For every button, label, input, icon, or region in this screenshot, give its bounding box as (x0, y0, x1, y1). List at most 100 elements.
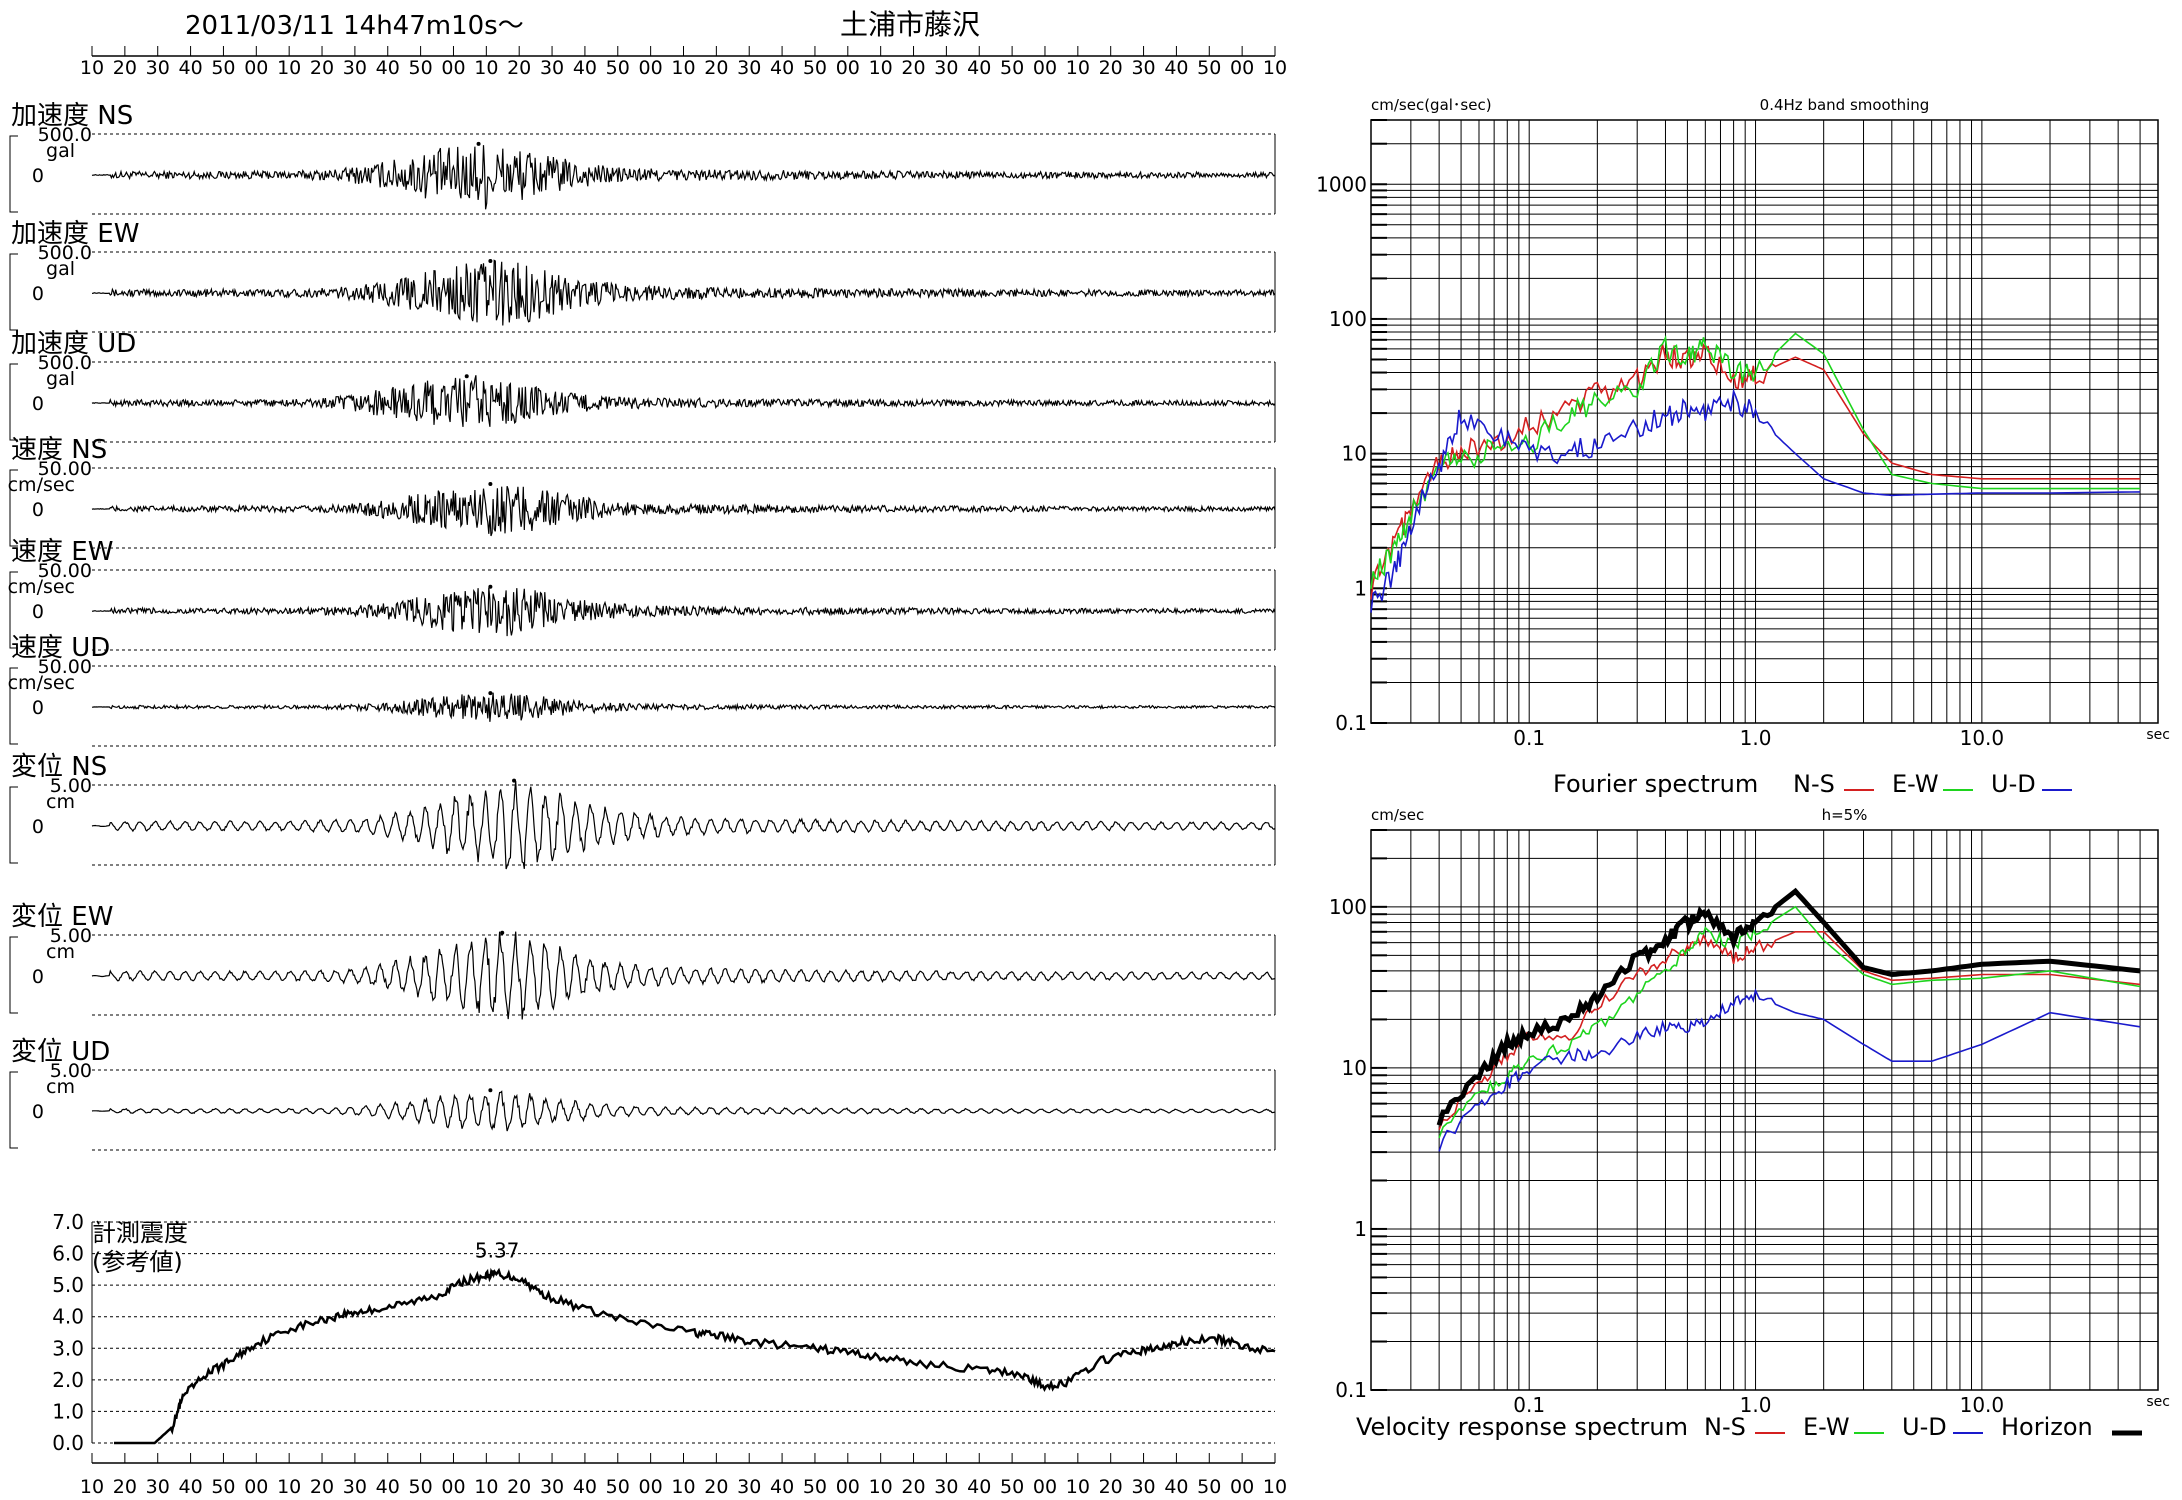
time-tick-label: 20 (704, 57, 728, 79)
time-tick-label: 20 (1099, 1476, 1123, 1498)
time-tick-label: 40 (376, 57, 400, 79)
peak-marker (500, 930, 505, 935)
time-tick-label: 10 (277, 1476, 301, 1498)
legend-label: N-S (1704, 1413, 1746, 1441)
time-tick-label: 10 (277, 57, 301, 79)
time-tick-label: 20 (310, 57, 334, 79)
time-tick-label: 50 (803, 1476, 827, 1498)
scale-unit: cm/sec (8, 576, 75, 598)
scale-unit: cm/sec (8, 474, 75, 496)
time-tick-label: 10 (671, 1476, 695, 1498)
amplitude-bracket (9, 469, 18, 547)
time-tick-label: 50 (1197, 1476, 1221, 1498)
amplitude-bracket (9, 363, 18, 441)
time-tick-label: 00 (836, 1476, 860, 1498)
time-tick-label: 10 (671, 57, 695, 79)
intensity-title: 計測震度 (92, 1219, 188, 1247)
intensity-line (114, 1267, 1276, 1445)
trace-title: 加速度 EW (11, 219, 139, 249)
trace-title: 加速度 NS (11, 101, 133, 131)
time-tick-label: 20 (507, 1476, 531, 1498)
time-tick-label: 50 (211, 57, 235, 79)
time-tick-label: 20 (113, 1476, 137, 1498)
scale-value: 5.00 (50, 1060, 92, 1082)
y-tick-label: 0.1 (1335, 711, 1367, 735)
time-tick-label: 50 (1197, 57, 1221, 79)
x-tick-label: 1.0 (1740, 726, 1772, 750)
intensity-tick-label: 0.0 (52, 1431, 84, 1455)
x-unit-label: sec (2146, 727, 2170, 743)
time-tick-label: 00 (836, 57, 860, 79)
time-tick-label: 00 (244, 57, 268, 79)
zero-label: 0 (32, 816, 44, 838)
y-axis-label: cm/sec(gal･sec) (1371, 96, 1492, 114)
zero-label: 0 (32, 499, 44, 521)
zero-label: 0 (32, 1101, 44, 1123)
amplitude-bracket (9, 786, 18, 864)
time-tick-label: 40 (967, 1476, 991, 1498)
scale-unit: cm (46, 791, 75, 813)
amplitude-bracket (9, 571, 18, 649)
legend-label: E-W (1803, 1413, 1850, 1441)
amplitude-bracket (9, 667, 18, 745)
zero-label: 0 (32, 697, 44, 719)
time-tick-label: 40 (770, 1476, 794, 1498)
intensity-tick-label: 3.0 (52, 1336, 84, 1360)
legend-label: Horizon (2001, 1413, 2093, 1441)
time-tick-label: 50 (606, 1476, 630, 1498)
station-name: 土浦市藤沢 (840, 8, 980, 41)
time-tick-label: 30 (540, 57, 564, 79)
time-tick-label: 40 (1164, 1476, 1188, 1498)
time-tick-label: 30 (146, 1476, 170, 1498)
time-tick-label: 10 (1066, 1476, 1090, 1498)
scale-unit: gal (46, 258, 75, 280)
peak-marker (476, 141, 481, 146)
legend-title: Fourier spectrum (1553, 770, 1758, 798)
y-tick-label: 1 (1354, 576, 1367, 600)
trace-title: 変位 EW (11, 902, 113, 932)
scale-value: 500.0 (38, 124, 92, 146)
amplitude-bracket (9, 1071, 18, 1149)
trace-title: 速度 NS (11, 435, 107, 465)
time-tick-label: 40 (178, 1476, 202, 1498)
time-tick-label: 40 (573, 57, 597, 79)
time-tick-label: 00 (244, 1476, 268, 1498)
time-tick-label: 50 (1000, 1476, 1024, 1498)
scale-value: 50.00 (38, 656, 92, 678)
scale-unit: cm/sec (8, 672, 75, 694)
scale-value: 5.00 (50, 925, 92, 947)
trace-title: 変位 NS (11, 752, 107, 782)
time-tick-label: 10 (1263, 57, 1287, 79)
peak-marker (464, 374, 469, 379)
time-tick-label: 30 (343, 1476, 367, 1498)
time-tick-label: 20 (113, 57, 137, 79)
scale-unit: cm (46, 941, 75, 963)
time-tick-label: 50 (409, 57, 433, 79)
record-datetime: 2011/03/11 14h47m10s～ (185, 11, 524, 41)
time-tick-label: 00 (1033, 57, 1057, 79)
y-tick-label: 10 (1342, 1056, 1367, 1080)
time-tick-label: 30 (737, 1476, 761, 1498)
y-tick-label: 100 (1329, 307, 1367, 331)
chart-legend: Fourier spectrum N-S E-W U-D (1553, 770, 2072, 798)
legend-title: Velocity response spectrum (1356, 1413, 1688, 1441)
time-tick-label: 10 (80, 1476, 104, 1498)
time-tick-label: 00 (1033, 1476, 1057, 1498)
peak-marker (488, 691, 493, 696)
time-tick-label: 30 (343, 57, 367, 79)
x-tick-label: 10.0 (1960, 726, 2005, 750)
time-tick-label: 40 (376, 1476, 400, 1498)
legend-label: E-W (1892, 770, 1939, 798)
trace-title: 速度 UD (11, 633, 110, 663)
peak-marker (488, 584, 493, 589)
time-tick-label: 50 (606, 57, 630, 79)
time-tick-label: 40 (178, 57, 202, 79)
chart-title: 0.4Hz band smoothing (1760, 96, 1930, 114)
time-tick-label: 50 (1000, 57, 1024, 79)
waveform-line (91, 375, 1276, 427)
legend-label: N-S (1793, 770, 1835, 798)
